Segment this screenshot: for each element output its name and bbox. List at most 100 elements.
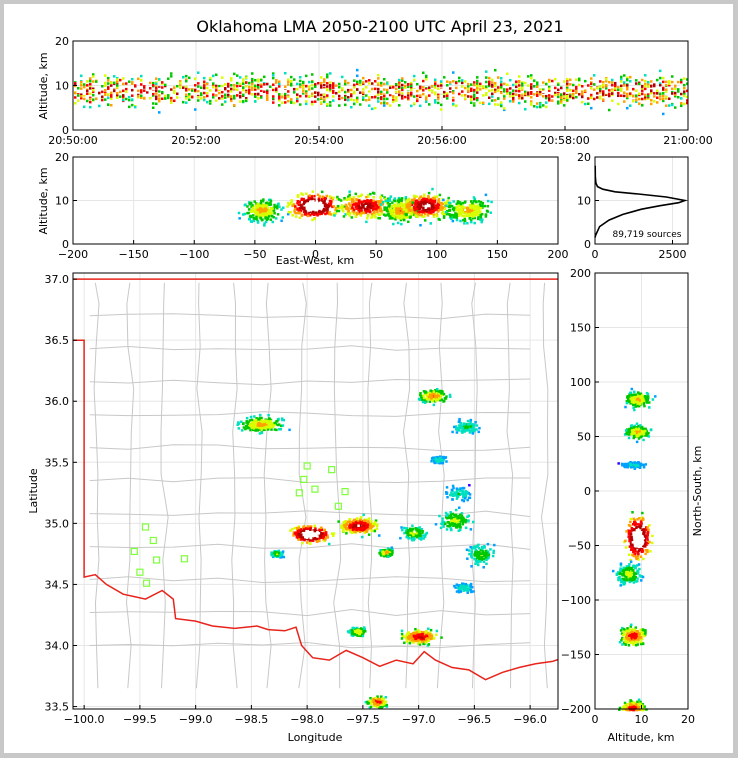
source-pixel xyxy=(302,84,305,87)
source-pixel xyxy=(484,213,488,217)
source-pixel xyxy=(354,215,358,219)
source-pixel xyxy=(306,527,310,531)
source-pixel xyxy=(107,86,110,89)
source-pixel xyxy=(476,79,479,83)
source-pixel xyxy=(256,208,260,212)
source-pixel xyxy=(260,215,263,218)
source-pixel xyxy=(427,212,430,215)
source-pixel xyxy=(518,79,521,83)
source-pixel xyxy=(170,75,173,78)
source-pixel xyxy=(479,85,482,88)
source-pixel xyxy=(437,90,440,93)
figure: Oklahoma LMA 2050-2100 UTC April 23, 202… xyxy=(4,4,733,753)
source-pixel xyxy=(110,95,113,98)
source-pixel xyxy=(413,78,416,82)
source-pixel xyxy=(249,419,252,422)
source-pixel xyxy=(263,83,266,86)
source-pixel xyxy=(593,83,596,86)
source-pixel xyxy=(590,81,593,84)
source-pixel xyxy=(442,214,446,218)
source-pixel xyxy=(566,89,569,92)
source-pixel xyxy=(369,192,372,196)
source-pixel xyxy=(380,90,383,94)
source-pixel xyxy=(152,84,155,87)
source-pixel xyxy=(578,78,581,82)
source-pixel xyxy=(665,83,668,87)
source-pixel xyxy=(456,208,460,212)
source-pixel xyxy=(95,97,98,100)
source-pixel xyxy=(122,89,125,93)
source-pixel xyxy=(452,513,456,517)
source-pixel xyxy=(262,420,266,423)
source-pixel xyxy=(473,90,476,93)
source-pixel xyxy=(272,72,275,75)
source-pixel xyxy=(411,524,414,528)
source-pixel xyxy=(302,90,305,93)
source-pixel xyxy=(227,90,230,93)
source-pixel xyxy=(545,82,548,86)
source-pixel xyxy=(453,584,456,588)
source-pixel xyxy=(179,84,182,87)
source-pixel xyxy=(566,86,569,90)
source-pixel xyxy=(480,555,484,559)
source-pixel xyxy=(614,81,617,85)
source-pixel xyxy=(451,213,454,217)
source-pixel xyxy=(348,190,351,193)
source-pixel xyxy=(257,78,260,81)
source-pixel xyxy=(617,88,620,92)
source-pixel xyxy=(251,72,254,75)
source-pixel xyxy=(521,81,524,84)
source-pixel xyxy=(456,200,460,203)
source-pixel xyxy=(638,102,641,105)
source-pixel xyxy=(463,201,467,204)
source-pixel xyxy=(438,458,442,462)
source-pixel xyxy=(433,197,437,200)
source-pixel xyxy=(369,200,373,204)
source-pixel xyxy=(494,90,497,94)
source-pixel xyxy=(470,550,473,553)
source-pixel xyxy=(253,208,257,212)
source-pixel xyxy=(481,201,485,205)
source-pixel xyxy=(457,518,461,522)
source-pixel xyxy=(359,214,363,217)
source-pixel xyxy=(357,212,360,215)
source-pixel xyxy=(396,212,399,215)
source-pixel xyxy=(290,79,293,83)
source-pixel xyxy=(572,89,575,93)
source-pixel xyxy=(659,76,662,80)
source-pixel xyxy=(674,94,677,98)
source-pixel xyxy=(491,554,495,558)
source-pixel xyxy=(542,81,545,84)
source-pixel xyxy=(422,396,426,400)
source-pixel xyxy=(355,211,358,215)
source-pixel xyxy=(329,81,332,84)
source-pixel xyxy=(662,76,665,80)
source-pixel xyxy=(264,427,267,430)
source-pixel xyxy=(524,90,527,94)
source-pixel xyxy=(524,100,527,103)
source-pixel xyxy=(357,206,361,209)
source-pixel xyxy=(209,89,212,92)
source-pixel xyxy=(306,534,309,537)
source-pixel xyxy=(316,535,319,538)
source-pixel xyxy=(368,87,371,91)
source-pixel xyxy=(494,81,497,85)
source-pixel xyxy=(492,551,495,555)
source-pixel xyxy=(272,74,275,77)
source-pixel xyxy=(306,214,310,218)
source-pixel xyxy=(302,85,305,89)
source-pixel xyxy=(361,520,364,523)
source-pixel xyxy=(353,79,356,82)
source-pixel xyxy=(289,202,293,205)
source-pixel xyxy=(170,72,173,75)
source-pixel xyxy=(137,94,140,98)
source-pixel xyxy=(581,91,584,94)
source-pixel xyxy=(418,537,421,540)
source-pixel xyxy=(470,98,473,101)
source-pixel xyxy=(248,88,251,92)
source-pixel xyxy=(623,81,626,84)
source-pixel xyxy=(454,508,458,512)
source-pixel xyxy=(344,98,347,101)
source-pixel xyxy=(246,205,249,208)
